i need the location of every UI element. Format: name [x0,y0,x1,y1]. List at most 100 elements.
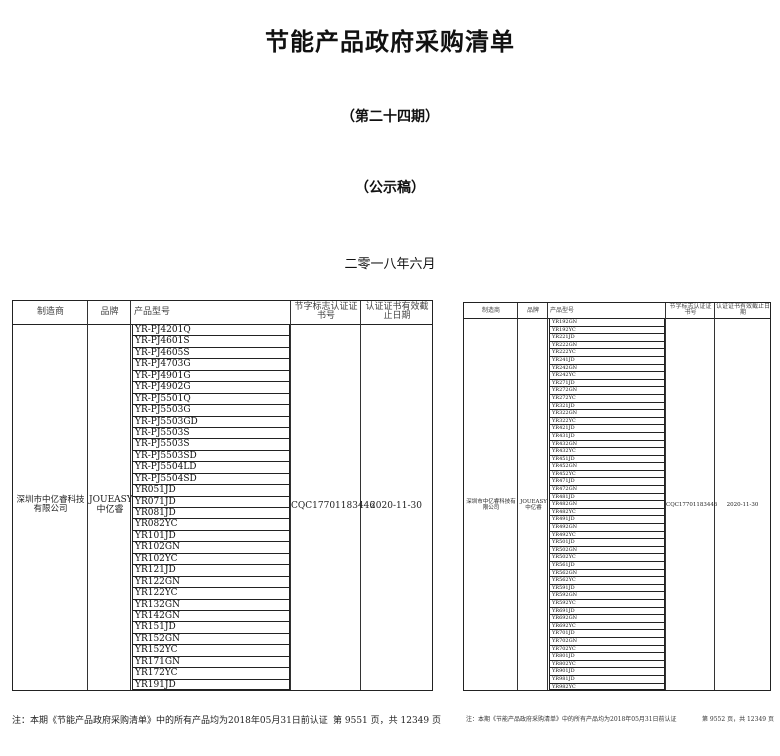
model-row: YR692GN [549,614,665,622]
model-row: YR901JD [549,667,665,675]
model-row: YR-PJ5503S [132,438,290,450]
model-row: YR562GN [549,568,665,577]
model-row: YR502YC [549,553,665,561]
model-row: YR-PJ4902G [132,381,290,393]
model-row: YR132GN [132,598,290,610]
model-row: YR192GN [549,318,665,326]
model-row: YR-PJ5503SD [132,449,290,462]
model-row: YR702YC [549,644,665,653]
model-row: YR801JD [549,652,665,660]
manufacturer-cell: 深圳市中亿睿科技有限公司 [16,495,85,515]
right-footer-note: 注：本期《节能产品政府采购清单》中的所有产品均为2018年05月31日前认证 [466,716,677,723]
publish-date: 二零一八年六月 [344,257,436,272]
model-row: YR-PJ5503GD [132,415,290,427]
issue-number: （第二十四期） [341,109,439,125]
model-row: YR172YC [132,667,290,679]
brand-en: JOUEASY [520,499,547,505]
model-row: YR482YC [549,507,665,516]
model-row: YR071JD [132,495,290,507]
model-row: YR152YC [132,644,290,656]
header-model: 产品型号 [134,307,171,317]
model-row: YR472GN [549,485,665,493]
model-row: YR481JD [549,492,665,501]
right-product-table: 制造商 品牌 产品型号 节字标志认证证书号 认证证书有效截止日期 深圳市中亿睿科… [463,302,771,691]
header-expiry: 认证证书有效截止日期 [716,303,771,317]
model-row: YR452YC [549,469,665,478]
expiry-cell: 2020-11-30 [726,502,759,508]
model-row: YR-PJ5503G [132,404,290,416]
model-row: YR562YC [549,576,665,584]
header-cert-no: 节字标志认证证书号 [669,303,712,317]
model-row: YR561JD [549,561,665,569]
model-row: YR051JD [132,484,290,496]
model-row: YR322YC [549,416,665,425]
model-row: YR491JD [549,515,665,524]
model-row: YR-PJ4703G [132,358,290,370]
header-expiry: 认证证书有效截止日期 [365,302,429,322]
model-row: YR591JD [549,583,665,592]
model-row: YR191JD [132,678,290,690]
model-row: YR121JD [132,564,290,576]
header-cert-no: 节字标志认证证书号 [294,302,358,322]
model-row: YR-PJ4601S [132,335,290,347]
model-row: YR142GN [132,609,290,622]
model-row: YR802YC [549,659,665,668]
brand-en: JOUEASY [89,495,133,505]
model-row: YR-PJ5504LD [132,461,290,473]
model-row: YR592GN [549,591,665,599]
header-brand: 品牌 [100,307,119,317]
model-row: YR692YC [549,621,665,630]
brand-cell: JOUEASY 中亿睿 [519,499,548,511]
model-row: YR242GN [549,363,665,372]
model-row: YR-PJ5501Q [132,392,290,405]
model-row: YR-PJ4201Q [132,324,290,336]
model-row: YR432YC [549,447,665,455]
model-row: YR192YC [549,325,665,334]
model-row: YR451JD [549,454,665,463]
model-row: YR102GN [132,541,290,553]
model-row: YR272GN [549,386,665,394]
model-row: YR081JD [132,507,290,519]
header-brand: 品牌 [526,307,539,314]
model-row: YR431JD [549,431,665,440]
model-row: YR102YC [132,552,290,565]
right-page-number: 第 9552 页，共 12349 页 [702,716,774,723]
document-title: 节能产品政府采购清单 [265,27,515,56]
brand-cell: JOUEASY 中亿睿 [89,495,133,516]
model-row: YR702GN [549,636,665,645]
model-row: YR241JD [549,355,665,364]
model-row: YR222YC [549,348,665,356]
model-row: YR242YC [549,371,665,379]
model-row: YR-PJ4901G [132,369,290,382]
brand-cn: 中亿睿 [96,504,124,515]
model-list: YR192GN YR192YC YR221JD YR222GN YR222YC YR241… [549,318,665,691]
model-row: YR322GN [549,409,665,417]
model-row: YR981JD [549,674,665,683]
model-row: YR122YC [132,587,290,599]
model-row: YR421JD [549,424,665,432]
model-row: YR082YC [132,518,290,530]
model-row: YR171GN [132,655,290,668]
model-row: YR321JD [549,401,665,410]
brand-cn: 中亿睿 [525,505,542,512]
model-row: YR101JD [132,529,290,542]
model-row: YR271JD [549,378,665,387]
model-row: YR592YC [549,598,665,607]
manufacturer-cell: 深圳市中亿睿科技有限公司 [466,499,516,512]
left-footer-note: 注：本期《节能产品政府采购清单》中的所有产品均为2018年05月31日前认证 [12,716,328,726]
model-row: YR471JD [549,477,665,486]
model-row: YR501JD [549,538,665,546]
left-page-number: 第 9551 页，共 12349 页 [333,716,441,726]
header-model: 产品型号 [550,307,575,314]
model-row: YR272YC [549,393,665,402]
model-row: YR691JD [549,606,665,615]
header-manufacturer: 制造商 [481,307,500,314]
left-product-table: 制造商 品牌 产品型号 节字标志认证证书号 认证证书有效截止日期 深圳市中亿睿科… [12,300,433,691]
model-row: YR982YC [549,682,665,691]
model-row: YR502GN [549,545,665,554]
model-row: YR701JD [549,629,665,637]
model-row: YR492YC [549,530,665,539]
model-row: YR-PJ5503S [132,426,290,439]
model-row: YR222GN [549,340,665,349]
model-row: YR151JD [132,621,290,633]
